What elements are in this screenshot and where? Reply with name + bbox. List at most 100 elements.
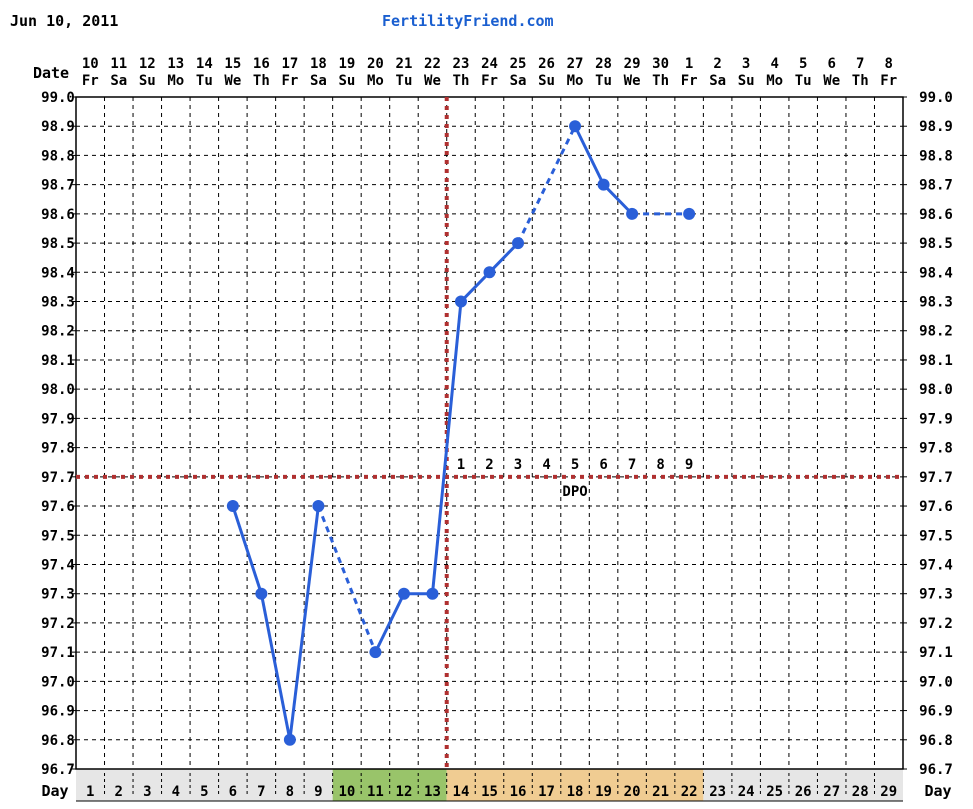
date-label: 22 <box>424 56 441 72</box>
date-label: 5 <box>799 56 807 72</box>
weekday-label: Fr <box>481 73 498 89</box>
cycle-day-label: 16 <box>510 784 527 800</box>
weekday-label: We <box>424 73 441 89</box>
cycle-day-label: 15 <box>481 784 498 800</box>
y-tick-label-left: 98.9 <box>41 119 75 135</box>
y-tick-label-right: 97.1 <box>919 645 953 661</box>
day-row-label-right: Day <box>924 782 951 800</box>
dpo-number: 6 <box>599 457 607 473</box>
y-tick-label-left: 98.7 <box>41 178 75 194</box>
weekday-label: Sa <box>709 73 726 89</box>
date-label: 10 <box>82 56 99 72</box>
date-row-label: Date <box>33 64 69 82</box>
dpo-number: 9 <box>685 457 693 473</box>
weekday-label: Th <box>852 73 869 89</box>
date-label: 18 <box>310 56 327 72</box>
date-label: 30 <box>652 56 669 72</box>
y-tick-label-right: 96.9 <box>919 704 953 720</box>
cycle-day-label: 7 <box>257 784 265 800</box>
date-label: 17 <box>281 56 298 72</box>
temperature-segment <box>430 301 463 594</box>
y-tick-label-left: 96.7 <box>41 762 75 778</box>
date-label: 4 <box>770 56 778 72</box>
day-band <box>446 769 704 801</box>
cycle-day-label: 8 <box>286 784 294 800</box>
weekday-label: We <box>224 73 241 89</box>
y-tick-label-right: 96.8 <box>919 733 953 749</box>
weekday-label: Mo <box>167 73 184 89</box>
y-tick-label-left: 97.6 <box>41 499 75 515</box>
site-name: FertilityFriend.com <box>382 12 554 30</box>
y-tick-label-right: 98.2 <box>919 324 953 340</box>
date-label: 15 <box>224 56 241 72</box>
y-tick-label-left: 99.0 <box>41 90 75 106</box>
cycle-day-label: 29 <box>880 784 897 800</box>
cycle-day-label: 17 <box>538 784 555 800</box>
cycle-day-label: 3 <box>143 784 151 800</box>
y-tick-label-left: 97.1 <box>41 645 75 661</box>
y-tick-label-right: 98.5 <box>919 236 953 252</box>
temperature-point <box>283 733 296 746</box>
y-tick-label-right: 96.7 <box>919 762 953 778</box>
plot-frame <box>75 96 904 770</box>
weekday-label: We <box>823 73 840 89</box>
y-tick-label-left: 96.9 <box>41 704 75 720</box>
weekday-label: Su <box>538 73 555 89</box>
temperature-segment <box>573 125 605 186</box>
dpo-number: 1 <box>457 457 465 473</box>
y-tick-label-left: 97.7 <box>41 470 75 486</box>
temperature-segment <box>316 505 377 653</box>
weekday-label: Su <box>738 73 755 89</box>
temperature-point <box>426 587 439 600</box>
y-tick-label-right: 97.2 <box>919 616 953 632</box>
date-label: 16 <box>253 56 270 72</box>
cycle-day-label: 27 <box>823 784 840 800</box>
y-tick-label-right: 98.4 <box>919 265 953 281</box>
y-tick-label-right: 99.0 <box>919 90 953 106</box>
temperature-segment <box>459 271 491 303</box>
y-tick-label-left: 98.1 <box>41 353 75 369</box>
date-label: 2 <box>713 56 721 72</box>
cycle-day-label: 5 <box>200 784 208 800</box>
cycle-day-label: 22 <box>681 784 698 800</box>
cycle-day-label: 26 <box>795 784 812 800</box>
cycle-day-label: 10 <box>338 784 355 800</box>
y-tick-label-left: 98.3 <box>41 295 75 311</box>
temperature-point <box>683 207 696 220</box>
temperature-point <box>312 500 325 513</box>
dpo-number: 7 <box>628 457 636 473</box>
y-tick-label-right: 98.7 <box>919 178 953 194</box>
cycle-day-label: 28 <box>852 784 869 800</box>
temperature-segment <box>288 505 320 740</box>
weekday-label: Tu <box>795 73 812 89</box>
temperature-segment <box>488 242 520 274</box>
cycle-day-label: 19 <box>595 784 612 800</box>
cycle-day-label: 11 <box>367 784 384 800</box>
y-tick-label-right: 98.1 <box>919 353 953 369</box>
y-tick-label-right: 97.8 <box>919 441 953 457</box>
date-label: 27 <box>567 56 584 72</box>
temperature-point <box>483 266 496 279</box>
weekday-label: Tu <box>396 73 413 89</box>
y-tick-label-left: 98.0 <box>41 382 75 398</box>
date-label: 19 <box>338 56 355 72</box>
weekday-label: Th <box>652 73 669 89</box>
temperature-segment <box>231 505 263 595</box>
y-tick-label-right: 97.7 <box>919 470 953 486</box>
temperature-segment <box>374 593 406 653</box>
weekday-label: Sa <box>510 73 527 89</box>
cycle-day-label: 12 <box>396 784 413 800</box>
y-tick-label-right: 98.3 <box>919 295 953 311</box>
cycle-day-label: 1 <box>86 784 94 800</box>
temperature-point <box>454 295 467 308</box>
y-tick-label-left: 97.0 <box>41 674 75 690</box>
dpo-number: 5 <box>571 457 579 473</box>
cycle-day-label: 6 <box>229 784 237 800</box>
chart-date: Jun 10, 2011 <box>10 12 119 30</box>
day-band <box>703 769 903 801</box>
date-label: 26 <box>538 56 555 72</box>
y-tick-label-left: 98.5 <box>41 236 75 252</box>
cycle-day-label: 18 <box>567 784 584 800</box>
dpo-number: 4 <box>542 457 550 473</box>
